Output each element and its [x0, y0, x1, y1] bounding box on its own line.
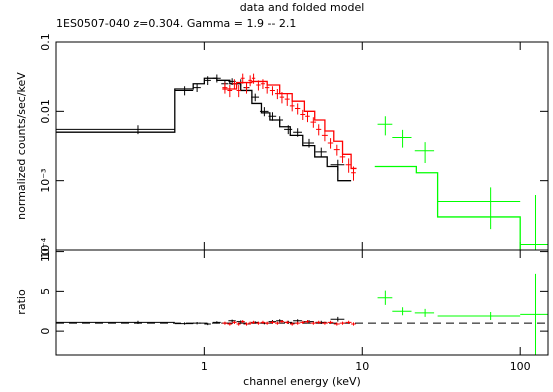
panel-frame — [55, 41, 549, 251]
x-axis-label: channel energy (keV) — [243, 375, 361, 388]
data-point — [414, 308, 435, 317]
data-point — [284, 93, 290, 106]
data-point — [333, 144, 340, 156]
data-point — [251, 320, 256, 324]
data-point — [227, 322, 233, 326]
data-point — [392, 129, 412, 148]
data-point — [227, 84, 233, 98]
data-point — [236, 322, 241, 326]
y-tick-label: 10⁻³ — [39, 169, 52, 193]
data-point — [236, 84, 241, 98]
data-point — [437, 187, 521, 230]
data-point — [300, 320, 306, 324]
data-point — [321, 321, 328, 325]
data-point — [193, 321, 201, 325]
y-tick-label: 10 — [39, 245, 52, 259]
model-line — [374, 165, 521, 250]
data-point — [56, 320, 175, 324]
chart-title: data and folded model — [240, 1, 365, 14]
data-point — [520, 273, 548, 355]
data-point — [256, 321, 261, 325]
data-point — [274, 88, 280, 100]
panel-plot — [56, 73, 548, 250]
data-point — [327, 138, 334, 149]
y-tick-label: 10⁻⁴ — [39, 237, 52, 262]
data-point — [315, 147, 327, 157]
y-axis-label: ratio — [15, 289, 28, 315]
panel-plot — [56, 273, 548, 355]
y-tick-label: 0.1 — [39, 33, 52, 51]
data-point — [248, 75, 252, 87]
data-point — [284, 320, 290, 324]
panel-frame — [55, 249, 549, 356]
data-point — [310, 117, 317, 128]
data-point — [316, 124, 322, 136]
y-axis-label: normalized counts/sec/keV — [15, 72, 28, 220]
x-tick-label: 1 — [201, 360, 208, 373]
data-point — [316, 320, 322, 324]
data-point — [279, 320, 285, 324]
data-point — [174, 322, 194, 325]
data-point — [269, 320, 275, 324]
data-point — [520, 195, 548, 250]
data-point — [240, 320, 245, 324]
data-point — [294, 321, 301, 325]
model-line — [222, 80, 357, 170]
data-point — [193, 83, 201, 93]
data-point — [244, 322, 249, 326]
data-point — [414, 142, 435, 163]
data-point — [377, 116, 393, 136]
data-point — [222, 321, 228, 325]
data-point — [327, 320, 334, 324]
data-point — [274, 321, 280, 325]
plots: 0.1 0.01 10⁻³ 10⁻⁴ 0 5 10 1 10 100 — [39, 33, 548, 373]
data-point — [222, 82, 228, 94]
data-point — [260, 320, 265, 324]
y-tick-label: 0.01 — [39, 99, 52, 124]
data-point — [377, 290, 393, 305]
data-point — [339, 321, 346, 325]
chart-subtitle: 1ES0507-040 z=0.304. Gamma = 1.9 -- 2.1 — [56, 17, 296, 30]
data-point — [437, 312, 521, 320]
data-point — [310, 321, 317, 325]
data-point — [244, 82, 249, 94]
data-point — [305, 111, 310, 123]
y-tick-label: 0 — [39, 328, 52, 335]
data-point — [294, 103, 301, 115]
x-tick-label: 10 — [355, 360, 369, 373]
data-point — [264, 321, 270, 325]
data-point — [248, 321, 252, 325]
data-point — [289, 101, 295, 112]
data-point — [345, 320, 352, 324]
data-point — [232, 79, 237, 89]
data-point — [232, 320, 237, 324]
data-point — [204, 322, 211, 326]
data-point — [269, 86, 275, 96]
data-point — [392, 307, 412, 316]
y-tick-label: 5 — [39, 288, 52, 295]
data-point — [174, 86, 194, 96]
data-point — [300, 109, 306, 120]
data-point — [289, 322, 295, 326]
data-point — [351, 322, 356, 326]
data-point — [333, 322, 340, 326]
data-point — [212, 321, 221, 324]
data-point — [321, 130, 328, 142]
x-tick-label: 100 — [510, 360, 531, 373]
model-line — [56, 77, 352, 182]
data-point — [228, 319, 236, 322]
data-point — [330, 316, 345, 322]
data-point — [260, 79, 265, 89]
data-point — [305, 320, 310, 324]
